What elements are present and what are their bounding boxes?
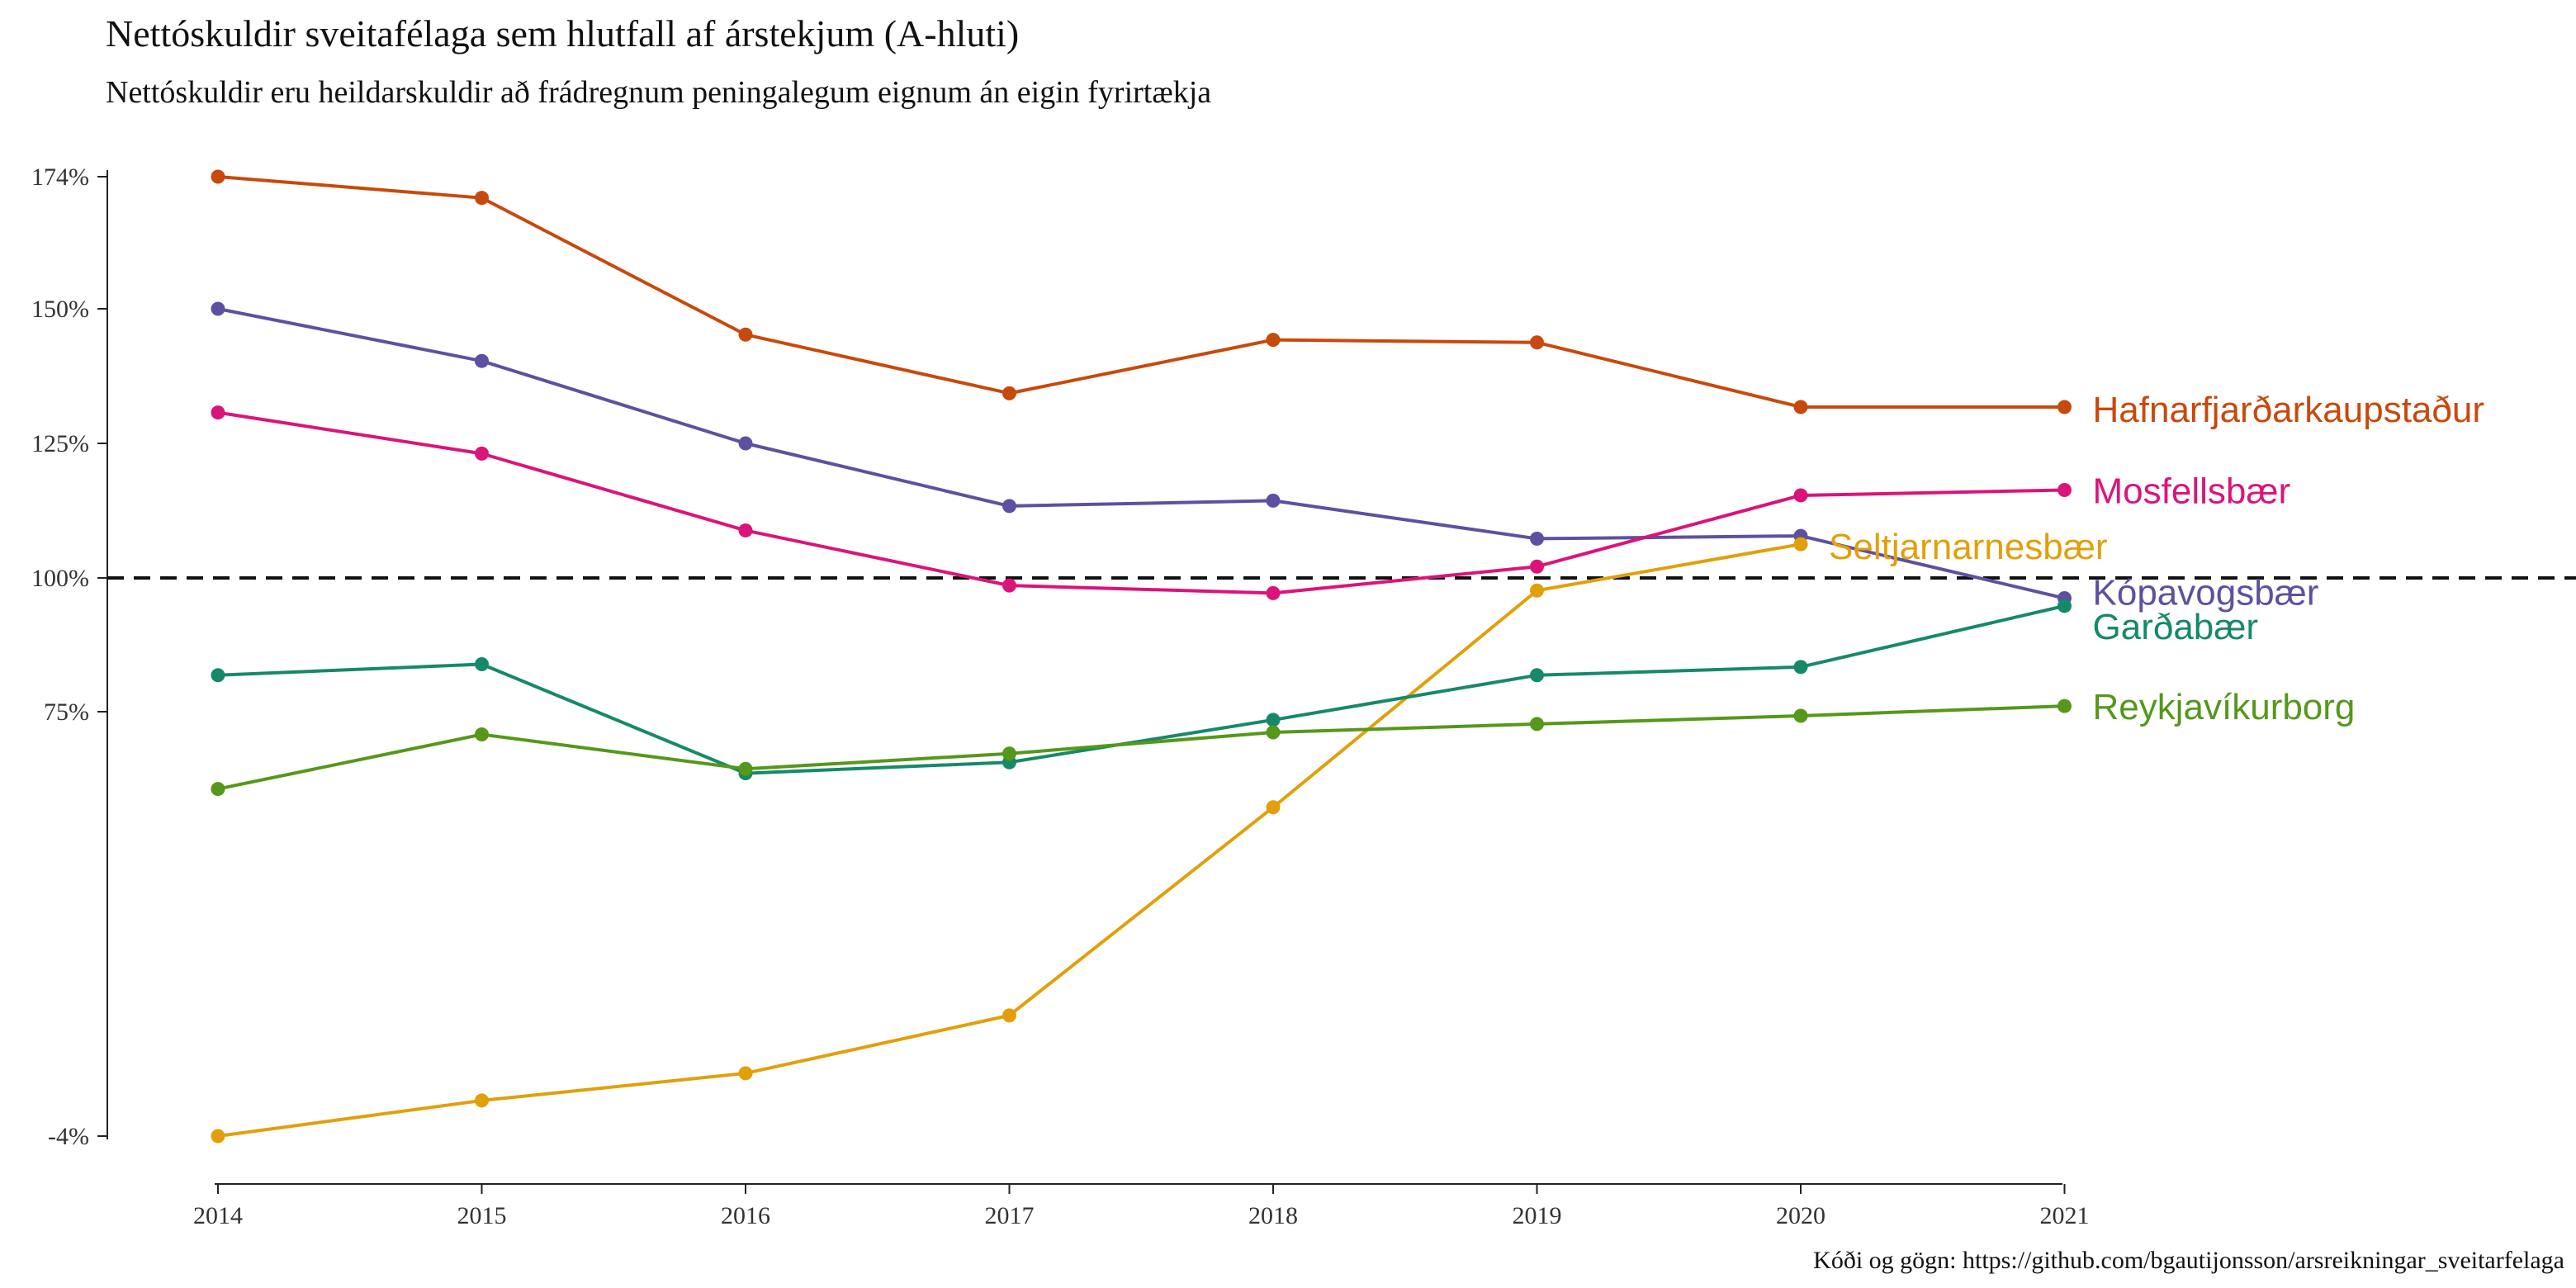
series-label-reykjavikurborg: Reykjavíkurborg [2093, 687, 2356, 727]
y-tick-label: 100% [31, 565, 89, 592]
data-point-mosfellsbaer [211, 405, 225, 420]
y-tick-label: -4% [48, 1123, 89, 1150]
data-point-kopavogsbaer [738, 436, 753, 451]
x-tick-label: 2015 [457, 1202, 507, 1229]
series-line-hafnarfjardarkaupstadur [217, 175, 2065, 409]
chart-title: Nettóskuldir sveitafélaga sem hlutfall a… [106, 12, 1019, 54]
x-tick-label: 2014 [193, 1202, 243, 1229]
data-point-gardabaer [2057, 599, 2072, 613]
series-label-hafnarfjardarkaupstadur: Hafnarfjarðarkaupstaður [2093, 390, 2484, 430]
data-point-gardabaer [1266, 713, 1281, 727]
data-point-reykjavikurborg [2057, 698, 2072, 713]
data-point-hafnarfjardarkaupstadur [1002, 386, 1016, 400]
data-point-seltjarnarnesbaer [738, 1066, 753, 1081]
data-point-kopavogsbaer [211, 301, 225, 316]
data-point-kopavogsbaer [475, 353, 489, 368]
data-point-reykjavikurborg [1002, 746, 1016, 761]
data-point-gardabaer [1530, 668, 1544, 683]
data-point-seltjarnarnesbaer [475, 1093, 489, 1108]
data-point-hafnarfjardarkaupstadur [1266, 333, 1281, 348]
series-line-reykjavikurborg [217, 704, 2065, 791]
series-layer [211, 169, 2072, 1144]
data-point-gardabaer [475, 657, 489, 672]
series-line-seltjarnarnesbaer [217, 542, 1802, 1138]
data-point-gardabaer [1793, 660, 1808, 675]
series-label-mosfellsbaer: Mosfellsbær [2093, 471, 2291, 512]
data-point-hafnarfjardarkaupstadur [1793, 400, 1808, 414]
data-point-hafnarfjardarkaupstadur [2057, 400, 2072, 414]
data-point-mosfellsbaer [1793, 488, 1808, 503]
data-point-hafnarfjardarkaupstadur [475, 191, 489, 206]
data-point-seltjarnarnesbaer [1002, 1008, 1016, 1023]
x-tick-label: 2016 [721, 1202, 770, 1229]
y-tick-label: 125% [31, 430, 89, 457]
data-point-mosfellsbaer [475, 446, 489, 461]
data-point-kopavogsbaer [1002, 499, 1016, 514]
data-point-seltjarnarnesbaer [211, 1129, 225, 1144]
data-point-reykjavikurborg [738, 761, 753, 776]
data-point-gardabaer [211, 668, 225, 683]
data-point-reykjavikurborg [475, 727, 489, 742]
data-point-kopavogsbaer [1530, 531, 1544, 546]
series-line-gardabaer [217, 604, 2065, 775]
x-tick-label: 2021 [2040, 1202, 2090, 1229]
y-tick-label: 150% [31, 296, 89, 323]
data-point-mosfellsbaer [1530, 559, 1544, 574]
x-tick-label: 2018 [1248, 1202, 1298, 1229]
data-point-mosfellsbaer [2057, 483, 2072, 498]
data-point-seltjarnarnesbaer [1793, 537, 1808, 552]
data-point-mosfellsbaer [1002, 578, 1016, 593]
chart-subtitle: Nettóskuldir eru heildarskuldir að frádr… [106, 75, 1211, 110]
data-point-mosfellsbaer [1266, 585, 1281, 600]
y-tick-label: 174% [31, 163, 89, 191]
data-point-seltjarnarnesbaer [1266, 800, 1281, 815]
data-point-mosfellsbaer [738, 523, 753, 537]
series-line-kopavogsbaer [217, 307, 2065, 600]
y-axis-ticks: -4% 75% 100% 125% 150% 174% [31, 163, 107, 1150]
data-point-hafnarfjardarkaupstadur [1530, 335, 1544, 350]
series-label-seltjarnarnesbaer: Seltjarnarnesbær [1829, 527, 2108, 567]
data-point-kopavogsbaer [1266, 493, 1281, 508]
data-point-hafnarfjardarkaupstadur [211, 169, 225, 184]
data-point-hafnarfjardarkaupstadur [738, 327, 753, 342]
series-line-mosfellsbaer [217, 410, 2065, 595]
series-label-gardabaer: Garðabær [2093, 607, 2259, 647]
series-labels: Hafnarfjarðarkaupstaður Kópavogsbær Mosfel… [1829, 390, 2484, 727]
data-point-reykjavikurborg [1266, 725, 1281, 740]
y-tick-label: 75% [44, 698, 89, 726]
x-tick-label: 2019 [1513, 1202, 1562, 1229]
x-axis-ticks: 2014 2015 2016 2017 2018 2019 2020 2021 [193, 1184, 2090, 1229]
chart-caption: Kóði og gögn: https://github.com/bgautij… [1813, 1247, 2564, 1274]
x-tick-label: 2020 [1776, 1202, 1825, 1229]
data-point-reykjavikurborg [211, 782, 225, 797]
data-point-reykjavikurborg [1530, 717, 1544, 732]
data-point-seltjarnarnesbaer [1530, 583, 1544, 598]
x-tick-label: 2017 [985, 1202, 1035, 1229]
series-label-kopavogsbaer: Kópavogsbær [2093, 573, 2319, 613]
data-point-reykjavikurborg [1793, 708, 1808, 723]
